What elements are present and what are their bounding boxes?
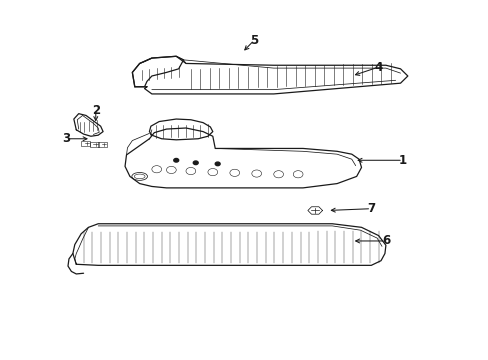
Circle shape [215,162,220,166]
Bar [98,142,107,147]
Bar [81,141,90,146]
Text: 2: 2 [92,104,100,117]
Text: 3: 3 [62,132,70,145]
Circle shape [173,158,178,162]
Text: 4: 4 [374,60,382,73]
Text: 7: 7 [366,202,375,215]
Text: 1: 1 [398,154,406,167]
Text: 5: 5 [250,33,258,47]
Bar [90,142,99,147]
Circle shape [193,161,198,165]
Text: 6: 6 [381,234,389,247]
